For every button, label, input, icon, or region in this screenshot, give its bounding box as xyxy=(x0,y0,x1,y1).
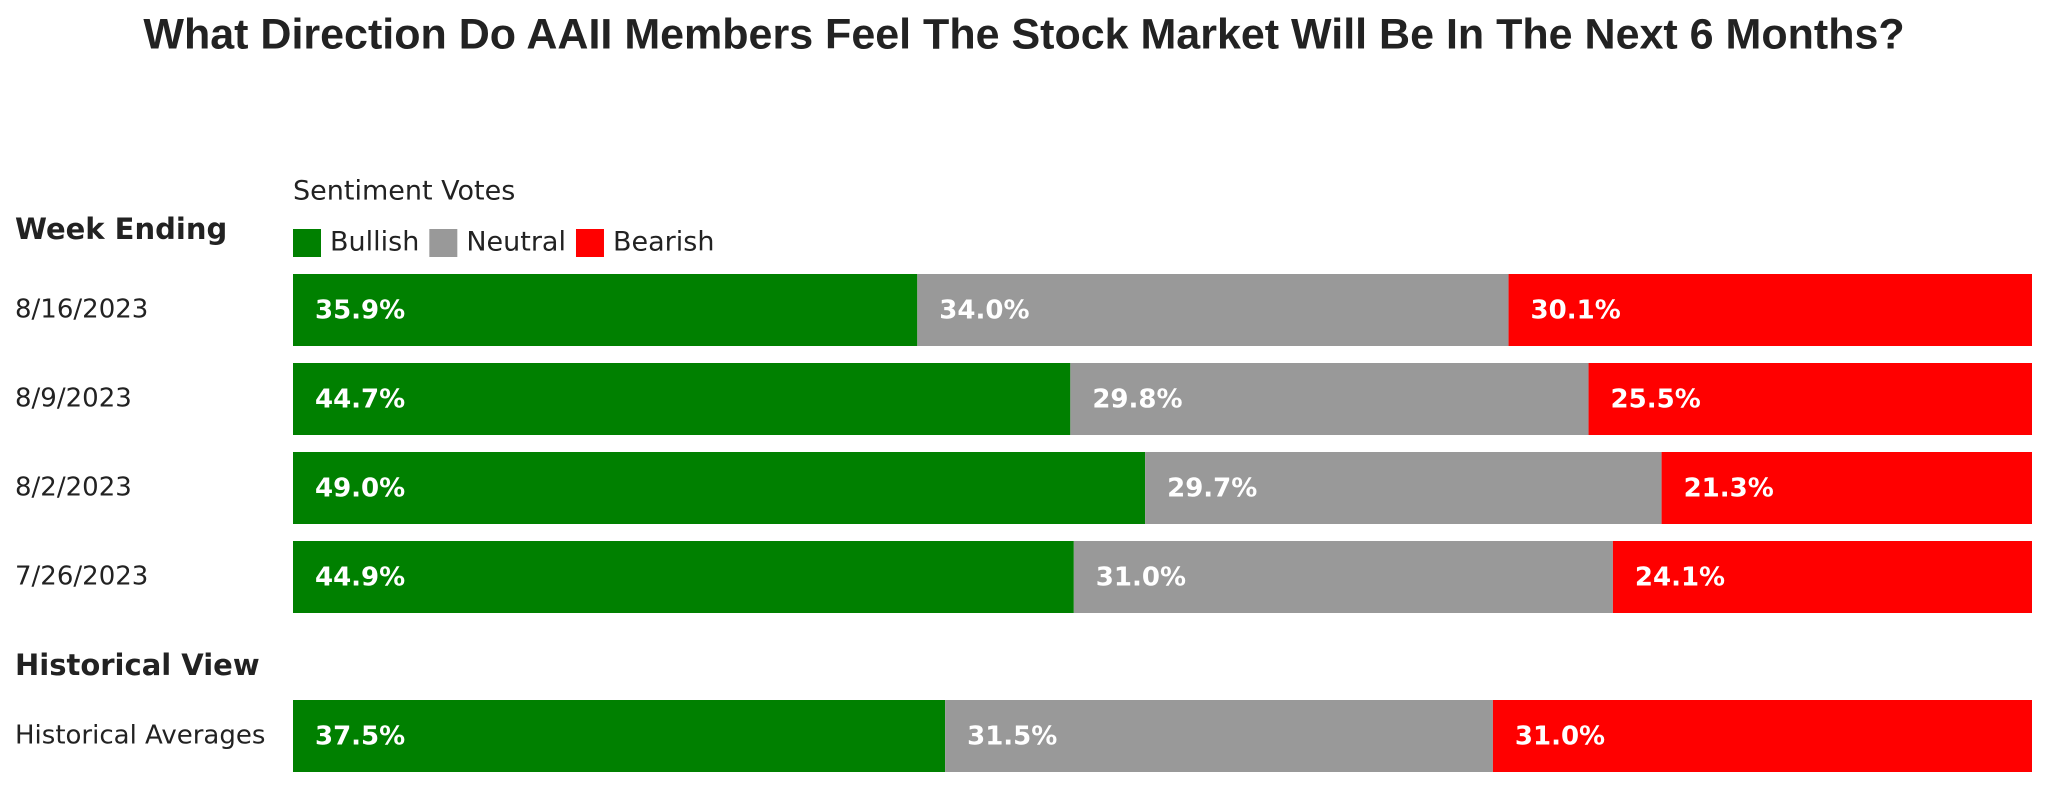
group-label: Week Ending xyxy=(15,212,227,246)
bar-segment xyxy=(917,274,1509,346)
bar-segment xyxy=(1492,700,2032,772)
value-label: 29.7% xyxy=(1167,474,1257,504)
legend-swatch xyxy=(575,229,604,257)
value-label: 49.0% xyxy=(315,474,405,504)
value-label: 44.7% xyxy=(315,385,405,415)
bar-segment xyxy=(1145,452,1662,524)
bar-segment xyxy=(293,274,918,346)
value-label: 44.9% xyxy=(315,563,405,593)
legend-swatch xyxy=(293,229,321,257)
bar-segment xyxy=(1070,363,1589,435)
bar-segment xyxy=(293,700,946,772)
chart-title: What Direction Do AAII Members Feel The … xyxy=(143,10,1904,58)
category-label: 8/2/2023 xyxy=(15,473,132,503)
value-label: 29.8% xyxy=(1092,385,1182,415)
legend-label: Bearish xyxy=(613,227,714,258)
legend-title: Sentiment Votes xyxy=(293,176,515,207)
bar-segment xyxy=(293,541,1074,613)
value-label: 21.3% xyxy=(1684,474,1774,504)
bar-segment xyxy=(293,363,1071,435)
legend-label: Bullish xyxy=(330,227,419,258)
value-label: 24.1% xyxy=(1635,563,1725,593)
value-label: 35.9% xyxy=(315,296,405,326)
category-label: 7/26/2023 xyxy=(15,562,148,592)
legend-label: Neutral xyxy=(466,227,566,258)
bar-segment xyxy=(1588,363,2032,435)
value-label: 37.5% xyxy=(315,722,405,752)
category-label: Historical Averages xyxy=(15,721,265,751)
bar-segment xyxy=(1073,541,1613,613)
value-label: 31.0% xyxy=(1515,722,1605,752)
bar-segment xyxy=(1661,452,2032,524)
bar-segment xyxy=(1612,541,2032,613)
value-label: 30.1% xyxy=(1531,296,1621,326)
bar-segment xyxy=(945,700,1493,772)
value-label: 31.0% xyxy=(1096,563,1186,593)
value-label: 31.5% xyxy=(967,722,1057,752)
legend-swatch xyxy=(429,229,458,257)
bar-segment xyxy=(293,452,1146,524)
category-label: 8/9/2023 xyxy=(15,384,132,414)
category-label: 8/16/2023 xyxy=(15,295,148,325)
value-label: 34.0% xyxy=(939,296,1029,326)
group-label: Historical View xyxy=(15,648,260,682)
bar-segment xyxy=(1508,274,2032,346)
value-label: 25.5% xyxy=(1611,385,1701,415)
